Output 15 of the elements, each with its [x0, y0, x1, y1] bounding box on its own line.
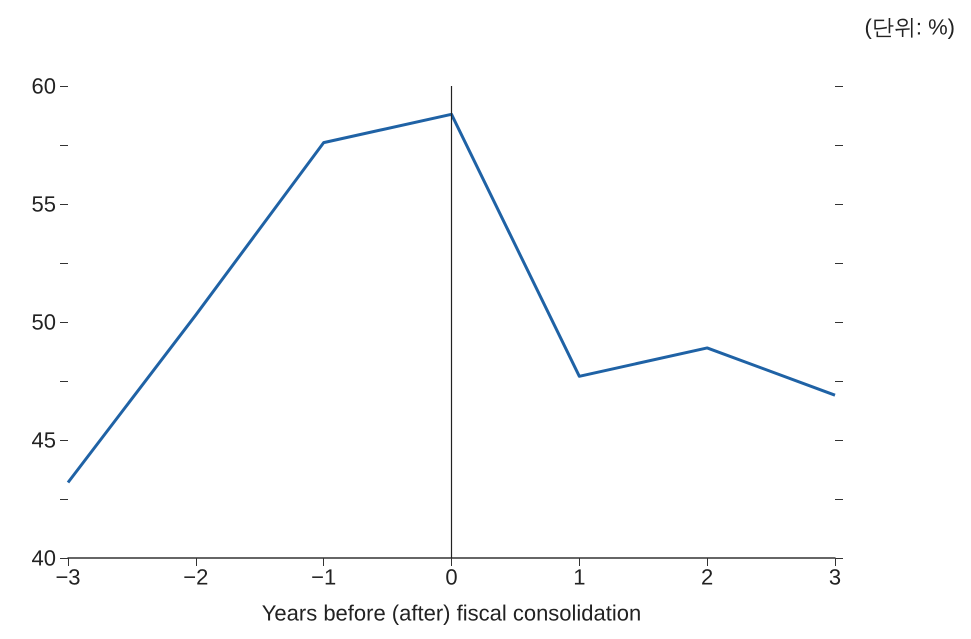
- x-tick-label: 3: [828, 564, 842, 590]
- x-tick-label: −3: [55, 564, 81, 590]
- y-tick-label: 40: [32, 546, 56, 570]
- line-series: [66, 112, 836, 484]
- y-tick-label: 60: [32, 74, 56, 98]
- x-tick-label: 1: [573, 564, 586, 590]
- text: (단위: %): [864, 14, 956, 40]
- x-tick-label: −2: [183, 564, 208, 590]
- y-tick-label: 50: [32, 310, 56, 334]
- x-tick-label: 0: [445, 564, 458, 590]
- y-tick-label: 55: [32, 192, 56, 216]
- x-tick-label: −1: [311, 564, 336, 590]
- y-tick-label: 45: [32, 428, 56, 452]
- x-axis-title: Years before (after) fiscal consolidation: [262, 600, 642, 626]
- x-tick-label: 2: [701, 564, 714, 590]
